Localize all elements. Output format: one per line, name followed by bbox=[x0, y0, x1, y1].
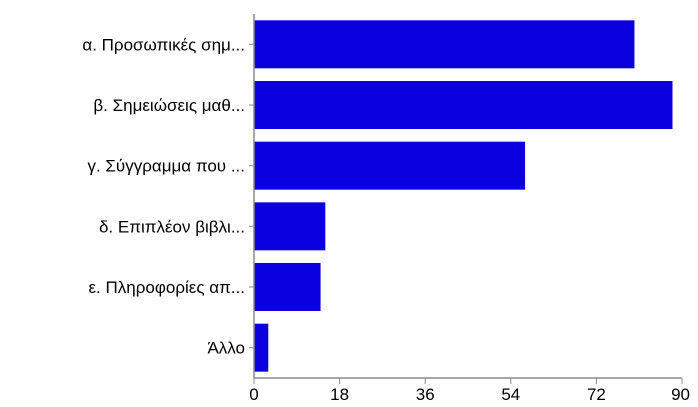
x-tick-label-5: 90 bbox=[671, 385, 690, 404]
x-tick-label-0: 0 bbox=[249, 385, 258, 404]
category-label-4: ε. Πληροφορίες απ... bbox=[88, 278, 245, 297]
bar-3 bbox=[254, 202, 326, 251]
x-tick-label-4: 72 bbox=[587, 385, 606, 404]
bar-5 bbox=[254, 323, 269, 372]
category-label-3: δ. Επιπλέον βιβλι... bbox=[99, 217, 245, 236]
axes-group bbox=[249, 14, 683, 384]
category-label-1: β. Σημειώσεις μαθ... bbox=[93, 96, 245, 115]
x-tick-label-1: 18 bbox=[330, 385, 349, 404]
category-label-5: Άλλο bbox=[207, 339, 245, 358]
x-tick-labels-group: 0 18 36 54 72 90 bbox=[249, 385, 690, 404]
bar-0 bbox=[254, 20, 635, 69]
category-label-2: γ. Σύγγραμμα που ... bbox=[87, 157, 245, 176]
bar-1 bbox=[254, 81, 673, 129]
category-label-0: α. Προσωπικές σημ... bbox=[82, 35, 245, 54]
x-tick-label-2: 36 bbox=[416, 385, 435, 404]
bars-group bbox=[254, 20, 673, 372]
category-labels-group: α. Προσωπικές σημ... β. Σημειώσεις μαθ...… bbox=[82, 35, 245, 357]
bar-4 bbox=[254, 263, 321, 311]
x-tick-label-3: 54 bbox=[501, 385, 520, 404]
bar-2 bbox=[254, 141, 526, 190]
